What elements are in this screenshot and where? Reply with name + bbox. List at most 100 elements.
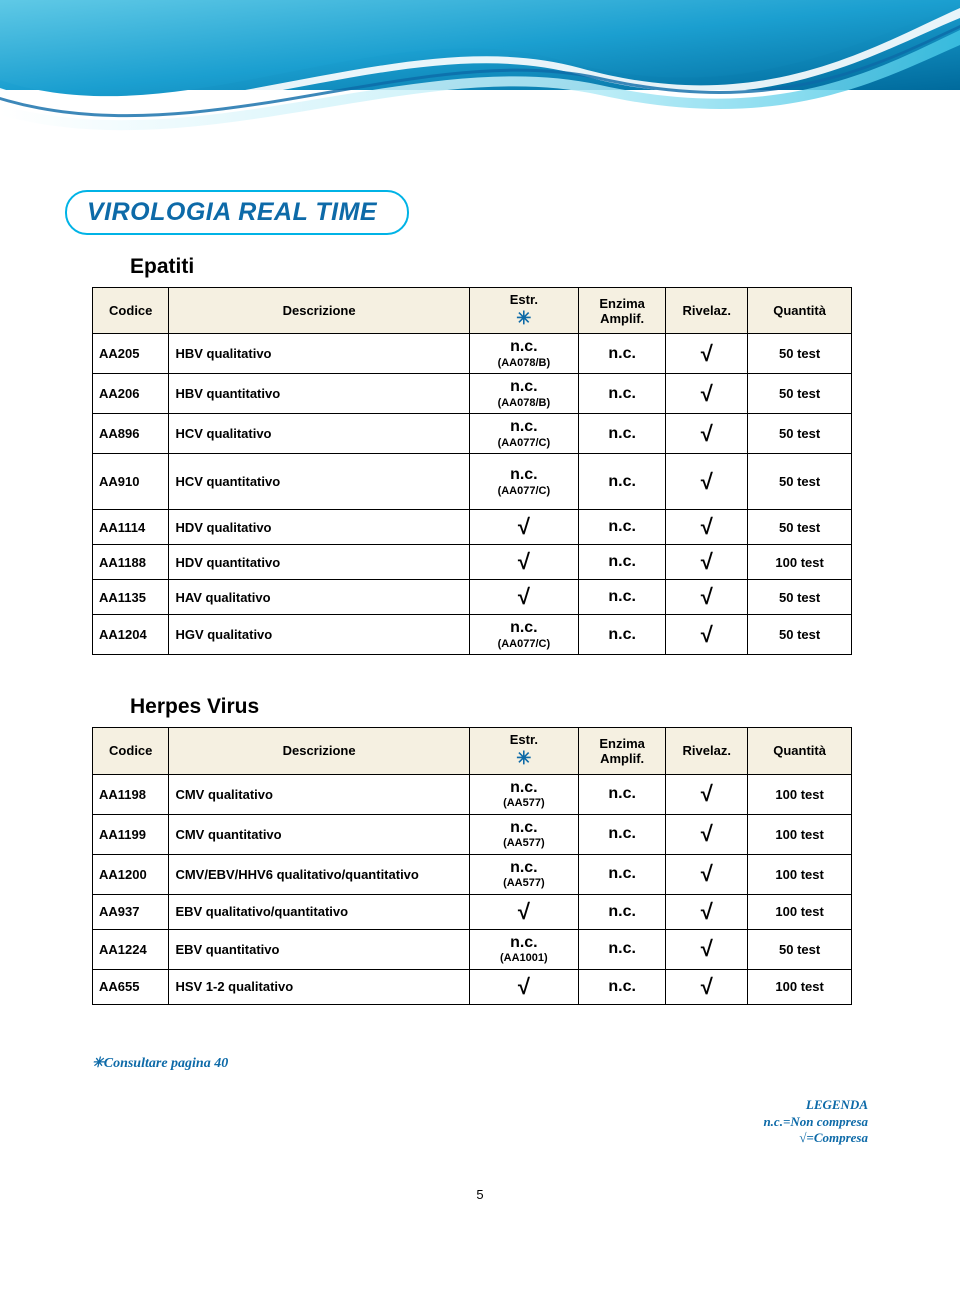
- cell-enzima: n.c.: [578, 580, 665, 615]
- cell-code: AA655: [93, 969, 169, 1004]
- cell-desc: HCV qualitativo: [169, 414, 469, 454]
- table-row: AA1188HDV quantitativo√n.c.√100 test: [93, 545, 852, 580]
- col-estr: Estr. ✳: [469, 288, 578, 334]
- cell-estr: n.c.(AA1001): [469, 929, 578, 969]
- cell-estr: √: [469, 510, 578, 545]
- col-estr-label: Estr.: [510, 732, 538, 747]
- cell-estr: √: [469, 545, 578, 580]
- cell-rivelaz: √: [666, 510, 748, 545]
- cell-enzima: n.c.: [578, 454, 665, 510]
- col-enzima: Enzima Amplif.: [578, 728, 665, 774]
- cell-enzima: n.c.: [578, 774, 665, 814]
- table-row: AA910HCV quantitativon.c.(AA077/C)n.c.√5…: [93, 454, 852, 510]
- table-epatiti: Codice Descrizione Estr. ✳ Enzima Amplif…: [92, 287, 852, 655]
- table-row: AA1200CMV/EBV/HHV6 qualitativo/quantitat…: [93, 854, 852, 894]
- col-estr-label: Estr.: [510, 292, 538, 307]
- cell-code: AA1224: [93, 929, 169, 969]
- table-row: AA1224EBV quantitativon.c.(AA1001)n.c.√5…: [93, 929, 852, 969]
- col-rivelaz: Rivelaz.: [666, 728, 748, 774]
- cell-quantita: 50 test: [748, 454, 852, 510]
- cell-estr: n.c.(AA078/B): [469, 334, 578, 374]
- cell-enzima: n.c.: [578, 929, 665, 969]
- cell-quantita: 50 test: [748, 374, 852, 414]
- cell-code: AA1200: [93, 854, 169, 894]
- cell-estr: n.c.(AA077/C): [469, 615, 578, 655]
- cell-rivelaz: √: [666, 894, 748, 929]
- cell-estr: n.c.(AA077/C): [469, 414, 578, 454]
- cell-enzima: n.c.: [578, 969, 665, 1004]
- cell-code: AA1114: [93, 510, 169, 545]
- table-row: AA937EBV qualitativo/quantitativo√n.c.√1…: [93, 894, 852, 929]
- cell-estr: n.c.(AA577): [469, 814, 578, 854]
- cell-estr: n.c.(AA577): [469, 774, 578, 814]
- cell-estr: √: [469, 580, 578, 615]
- cell-rivelaz: √: [666, 334, 748, 374]
- cell-enzima: n.c.: [578, 545, 665, 580]
- cell-rivelaz: √: [666, 374, 748, 414]
- cell-code: AA1204: [93, 615, 169, 655]
- cell-enzima: n.c.: [578, 814, 665, 854]
- cell-code: AA1188: [93, 545, 169, 580]
- col-enzima: Enzima Amplif.: [578, 288, 665, 334]
- cell-enzima: n.c.: [578, 510, 665, 545]
- cell-code: AA896: [93, 414, 169, 454]
- cell-desc: EBV qualitativo/quantitativo: [169, 894, 469, 929]
- cell-quantita: 50 test: [748, 929, 852, 969]
- cell-rivelaz: √: [666, 929, 748, 969]
- cell-desc: HDV qualitativo: [169, 510, 469, 545]
- cell-rivelaz: √: [666, 814, 748, 854]
- cell-rivelaz: √: [666, 854, 748, 894]
- cell-desc: HGV qualitativo: [169, 615, 469, 655]
- cell-quantita: 100 test: [748, 545, 852, 580]
- star-icon: ✳: [516, 308, 531, 328]
- page-title: VIROLOGIA REAL TIME: [87, 198, 377, 227]
- cell-estr: n.c.(AA077/C): [469, 454, 578, 510]
- cell-code: AA206: [93, 374, 169, 414]
- footnote-consultare: ✳Consultare pagina 40: [92, 1055, 960, 1072]
- cell-desc: CMV qualitativo: [169, 774, 469, 814]
- table-row: AA205HBV qualitativon.c.(AA078/B)n.c.√50…: [93, 334, 852, 374]
- cell-desc: HCV quantitativo: [169, 454, 469, 510]
- cell-enzima: n.c.: [578, 894, 665, 929]
- cell-estr: n.c.(AA078/B): [469, 374, 578, 414]
- cell-enzima: n.c.: [578, 374, 665, 414]
- section-title-epatiti: Epatiti: [130, 255, 960, 279]
- cell-code: AA1198: [93, 774, 169, 814]
- cell-code: AA205: [93, 334, 169, 374]
- cell-quantita: 50 test: [748, 615, 852, 655]
- cell-enzima: n.c.: [578, 854, 665, 894]
- cell-desc: HDV quantitativo: [169, 545, 469, 580]
- cell-rivelaz: √: [666, 969, 748, 1004]
- col-codice: Codice: [93, 288, 169, 334]
- cell-code: AA1135: [93, 580, 169, 615]
- col-descrizione: Descrizione: [169, 728, 469, 774]
- table-row: AA206HBV quantitativon.c.(AA078/B)n.c.√5…: [93, 374, 852, 414]
- star-icon: ✳: [516, 748, 531, 768]
- cell-enzima: n.c.: [578, 334, 665, 374]
- legend-line2: √=Compresa: [0, 1130, 868, 1147]
- header-wave-graphic: [0, 0, 960, 180]
- cell-code: AA1199: [93, 814, 169, 854]
- cell-quantita: 100 test: [748, 894, 852, 929]
- cell-quantita: 100 test: [748, 854, 852, 894]
- legend-block: LEGENDA n.c.=Non compresa √=Compresa: [0, 1097, 868, 1148]
- cell-rivelaz: √: [666, 414, 748, 454]
- cell-rivelaz: √: [666, 545, 748, 580]
- table-row: AA1135HAV qualitativo√n.c.√50 test: [93, 580, 852, 615]
- cell-quantita: 50 test: [748, 510, 852, 545]
- cell-desc: EBV quantitativo: [169, 929, 469, 969]
- cell-rivelaz: √: [666, 580, 748, 615]
- table-row: AA1114HDV qualitativo√n.c.√50 test: [93, 510, 852, 545]
- section-title-herpes: Herpes Virus: [130, 695, 960, 719]
- cell-rivelaz: √: [666, 454, 748, 510]
- cell-rivelaz: √: [666, 774, 748, 814]
- cell-code: AA937: [93, 894, 169, 929]
- cell-estr: n.c.(AA577): [469, 854, 578, 894]
- cell-desc: HBV qualitativo: [169, 334, 469, 374]
- col-rivelaz: Rivelaz.: [666, 288, 748, 334]
- cell-desc: CMV/EBV/HHV6 qualitativo/quantitativo: [169, 854, 469, 894]
- cell-enzima: n.c.: [578, 414, 665, 454]
- cell-desc: HAV qualitativo: [169, 580, 469, 615]
- col-estr: Estr. ✳: [469, 728, 578, 774]
- table-row: AA1198CMV qualitativon.c.(AA577)n.c.√100…: [93, 774, 852, 814]
